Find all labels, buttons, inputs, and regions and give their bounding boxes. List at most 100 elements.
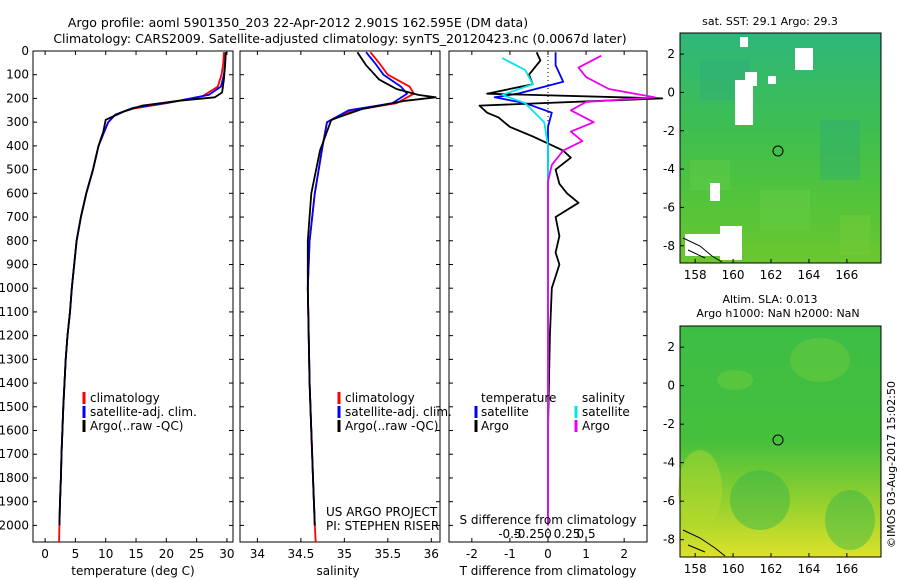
- x-tick-label: 1: [582, 547, 590, 561]
- sst-map-panel: sat. SST: 29.1 Argo: 29.3 158 160 162 164 16…: [663, 15, 882, 282]
- series-argo-raw-qc: [306, 51, 437, 526]
- sla-map-title-2: Argo h1000: NaN h2000: NaN: [696, 307, 859, 320]
- legend-t-satellite-label: satellite: [481, 405, 529, 419]
- map-lat-label: -8: [663, 239, 675, 253]
- s-difference-axis-label: S difference from climatology: [460, 513, 637, 527]
- depth-tick-label: 1600: [0, 424, 29, 438]
- sst-map-field: [680, 33, 881, 263]
- salinity-axis: 34 34.5 35 35.5 36: [250, 51, 439, 561]
- t-difference-axis: -2 -1 0 1 2: [466, 51, 628, 561]
- legend-satellite-label: satellite-adj. clim.: [345, 405, 452, 419]
- depth-tick-label: 1200: [0, 329, 29, 343]
- depth-tick-label: 1400: [0, 376, 29, 390]
- salinity-axis-label: salinity: [316, 564, 359, 578]
- legend-climatology-label: climatology: [345, 391, 415, 405]
- depth-tick-label: 900: [6, 257, 29, 271]
- depth-tick-label: 1000: [0, 281, 29, 295]
- sst-map-title: sat. SST: 29.1 Argo: 29.3: [702, 15, 838, 28]
- series-temperature-argo: [478, 51, 664, 526]
- sla-float-marker: [772, 434, 784, 446]
- map-lat-label: 2: [667, 340, 675, 354]
- map-lat-label: 2: [667, 47, 675, 61]
- depth-tick-label: 1500: [0, 400, 29, 414]
- x-tick-label: 36: [424, 547, 439, 561]
- series-salinity-argo: [547, 54, 656, 526]
- temperature-panel: 0100200300400500600700800900100011001200…: [0, 44, 235, 578]
- depth-tick-label: 1100: [0, 305, 29, 319]
- depth-tick-label: 2000: [0, 518, 29, 532]
- legend-t-argo-label: Argo: [481, 419, 509, 433]
- pi-annotation: PI: STEPHEN RISER: [326, 519, 439, 533]
- x-tick-label: 2: [620, 547, 628, 561]
- series-satellite-adj-clim: [58, 52, 227, 526]
- map-lon-label: 158: [684, 562, 707, 576]
- depth-axis: 0 100 200 300 400 500 600 700 800 900 1000 1100 1200…: [0, 44, 233, 532]
- project-annotation: US ARGO PROJECT: [326, 505, 438, 519]
- salinity-panel: 34 34.5 35 35.5 36 salinity climatology sate…: [239, 50, 452, 578]
- temperature-axis: 0 5 10 15 20 25 30: [41, 51, 235, 561]
- s-difference-tick-label: 0.5: [577, 527, 596, 541]
- legend-satellite-label: satellite-adj. clim.: [90, 405, 197, 419]
- sst-map-frame: [679, 32, 882, 264]
- x-tick-label: 20: [159, 547, 174, 561]
- salinity-profiles: [306, 51, 437, 543]
- sla-map-texture: [678, 338, 875, 550]
- depth-tick-label: 100: [6, 68, 29, 82]
- sst-map-axes: 158 160 162 164 166 2 0 -2 -4 -6 -8: [663, 47, 858, 282]
- map-lon-label: 158: [684, 268, 707, 282]
- difference-depth-ticks: [449, 50, 647, 526]
- salinity-legend: climatology satellite-adj. clim. Argo(..…: [337, 391, 452, 433]
- temperature-profiles: [58, 52, 227, 543]
- depth-tick-label: 500: [6, 163, 29, 177]
- map-lat-label: -6: [663, 200, 675, 214]
- depth-tick-label: 800: [6, 234, 29, 248]
- salinity-plot-frame: [239, 50, 441, 543]
- x-tick-label: 30: [219, 547, 234, 561]
- s-difference-tick-labels: -0.5-0.25 0 0.250.5: [498, 527, 595, 541]
- map-lat-label: 0: [667, 379, 675, 393]
- map-lon-label: 164: [797, 562, 820, 576]
- sla-map-field: [680, 326, 881, 557]
- depth-tick-label: 1300: [0, 352, 29, 366]
- x-tick-label: 10: [98, 547, 113, 561]
- x-tick-label: 25: [189, 547, 204, 561]
- map-lon-label: 162: [760, 268, 783, 282]
- map-lon-label: 164: [797, 268, 820, 282]
- sla-map-axes: 158 160 162 164 166 2 0 -2 -4 -6 -8: [663, 340, 858, 576]
- map-lat-label: 0: [667, 85, 675, 99]
- depth-tick-label: 1800: [0, 471, 29, 485]
- temperature-plot-frame: [32, 50, 234, 543]
- s-difference-tick-label: -0.5: [498, 527, 521, 541]
- x-tick-label: 35: [337, 547, 352, 561]
- x-tick-label: 0: [544, 547, 552, 561]
- depth-tick-label: 0: [21, 44, 29, 58]
- header-line-2: Climatology: CARS2009. Satellite-adjuste…: [53, 31, 626, 46]
- sst-coastline: [682, 237, 723, 263]
- series-climatology: [306, 51, 415, 543]
- temperature-axis-label: temperature (deg C): [71, 564, 194, 578]
- sst-float-marker: [772, 145, 784, 157]
- sla-map-title-1: Altim. SLA: 0.013: [722, 293, 817, 306]
- series-argo-raw-qc: [58, 52, 227, 526]
- difference-legend: temperature salinity satellite Argo sate…: [474, 391, 630, 433]
- map-lat-label: -4: [663, 456, 675, 470]
- map-lon-label: 166: [835, 562, 858, 576]
- series-climatology: [58, 52, 225, 543]
- map-lon-label: 160: [722, 562, 745, 576]
- x-tick-label: 34: [250, 547, 265, 561]
- depth-tick-label: 700: [6, 210, 29, 224]
- map-lat-label: -6: [663, 494, 675, 508]
- legend-salinity-title: salinity: [582, 391, 625, 405]
- depth-tick-label: 400: [6, 139, 29, 153]
- map-lat-label: -2: [663, 417, 675, 431]
- map-lon-label: 160: [722, 268, 745, 282]
- x-tick-label: 5: [72, 547, 80, 561]
- x-tick-label: -2: [466, 547, 478, 561]
- depth-tick-label: 1700: [0, 447, 29, 461]
- s-difference-tick-label: 0: [544, 527, 552, 541]
- legend-temperature-title: temperature: [481, 391, 556, 405]
- legend-argo-label: Argo(..raw -QC): [345, 419, 438, 433]
- s-difference-tick-label: 0.25: [554, 527, 581, 541]
- legend-s-argo-label: Argo: [582, 419, 610, 433]
- difference-profiles: [478, 51, 664, 526]
